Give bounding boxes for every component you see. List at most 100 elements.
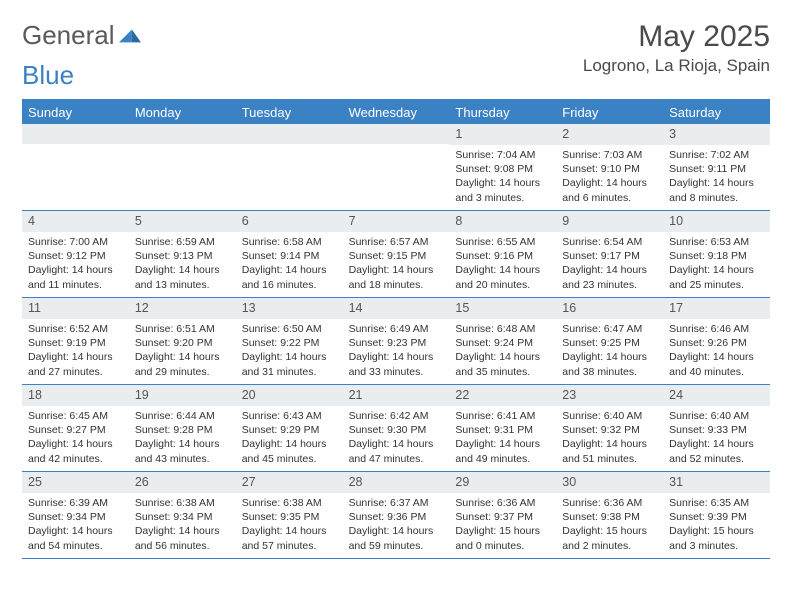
sunset-text: Sunset: 9:13 PM	[135, 249, 230, 263]
sunset-text: Sunset: 9:38 PM	[562, 510, 657, 524]
sunset-text: Sunset: 9:34 PM	[28, 510, 123, 524]
sunset-text: Sunset: 9:23 PM	[349, 336, 444, 350]
calendar-cell: 21Sunrise: 6:42 AMSunset: 9:30 PMDayligh…	[343, 385, 450, 471]
day-details: Sunrise: 6:39 AMSunset: 9:34 PMDaylight:…	[22, 493, 129, 557]
sunset-text: Sunset: 9:37 PM	[455, 510, 550, 524]
sunset-text: Sunset: 9:08 PM	[455, 162, 550, 176]
sunrise-text: Sunrise: 6:58 AM	[242, 235, 337, 249]
day-number: 13	[236, 298, 343, 319]
sunset-text: Sunset: 9:18 PM	[669, 249, 764, 263]
sunrise-text: Sunrise: 6:51 AM	[135, 322, 230, 336]
day-number: 4	[22, 211, 129, 232]
day-details: Sunrise: 6:35 AMSunset: 9:39 PMDaylight:…	[663, 493, 770, 557]
day-details: Sunrise: 6:40 AMSunset: 9:32 PMDaylight:…	[556, 406, 663, 470]
daylight-text: Daylight: 14 hours and 27 minutes.	[28, 350, 123, 378]
sunrise-text: Sunrise: 6:38 AM	[242, 496, 337, 510]
sunrise-text: Sunrise: 6:40 AM	[562, 409, 657, 423]
calendar-cell: 23Sunrise: 6:40 AMSunset: 9:32 PMDayligh…	[556, 385, 663, 471]
title-block: May 2025 Logrono, La Rioja, Spain	[583, 20, 770, 76]
day-details: Sunrise: 6:57 AMSunset: 9:15 PMDaylight:…	[343, 232, 450, 296]
sunset-text: Sunset: 9:19 PM	[28, 336, 123, 350]
daylight-text: Daylight: 15 hours and 2 minutes.	[562, 524, 657, 552]
location: Logrono, La Rioja, Spain	[583, 56, 770, 76]
sunset-text: Sunset: 9:32 PM	[562, 423, 657, 437]
day-number: 18	[22, 385, 129, 406]
sunrise-text: Sunrise: 6:43 AM	[242, 409, 337, 423]
sunrise-text: Sunrise: 6:39 AM	[28, 496, 123, 510]
day-details: Sunrise: 6:52 AMSunset: 9:19 PMDaylight:…	[22, 319, 129, 383]
sunrise-text: Sunrise: 6:36 AM	[562, 496, 657, 510]
sunrise-text: Sunrise: 6:47 AM	[562, 322, 657, 336]
day-number: 6	[236, 211, 343, 232]
sunset-text: Sunset: 9:33 PM	[669, 423, 764, 437]
day-number: 16	[556, 298, 663, 319]
calendar-cell	[236, 124, 343, 210]
calendar-cell: 22Sunrise: 6:41 AMSunset: 9:31 PMDayligh…	[449, 385, 556, 471]
sunrise-text: Sunrise: 7:03 AM	[562, 148, 657, 162]
daylight-text: Daylight: 14 hours and 49 minutes.	[455, 437, 550, 465]
day-number: 27	[236, 472, 343, 493]
daylight-text: Daylight: 14 hours and 25 minutes.	[669, 263, 764, 291]
day-details: Sunrise: 6:40 AMSunset: 9:33 PMDaylight:…	[663, 406, 770, 470]
calendar-cell: 24Sunrise: 6:40 AMSunset: 9:33 PMDayligh…	[663, 385, 770, 471]
day-number: 7	[343, 211, 450, 232]
day-number: 9	[556, 211, 663, 232]
calendar-cell: 31Sunrise: 6:35 AMSunset: 9:39 PMDayligh…	[663, 472, 770, 558]
day-details: Sunrise: 6:58 AMSunset: 9:14 PMDaylight:…	[236, 232, 343, 296]
day-number: 15	[449, 298, 556, 319]
day-details: Sunrise: 6:36 AMSunset: 9:38 PMDaylight:…	[556, 493, 663, 557]
sunrise-text: Sunrise: 6:54 AM	[562, 235, 657, 249]
sunset-text: Sunset: 9:39 PM	[669, 510, 764, 524]
daylight-text: Daylight: 14 hours and 20 minutes.	[455, 263, 550, 291]
day-header: Wednesday	[343, 101, 450, 124]
sunrise-text: Sunrise: 7:02 AM	[669, 148, 764, 162]
day-number	[343, 124, 450, 144]
daylight-text: Daylight: 14 hours and 38 minutes.	[562, 350, 657, 378]
calendar-week: 1Sunrise: 7:04 AMSunset: 9:08 PMDaylight…	[22, 124, 770, 211]
calendar-cell: 4Sunrise: 7:00 AMSunset: 9:12 PMDaylight…	[22, 211, 129, 297]
daylight-text: Daylight: 14 hours and 35 minutes.	[455, 350, 550, 378]
calendar-cell	[129, 124, 236, 210]
sunrise-text: Sunrise: 6:37 AM	[349, 496, 444, 510]
daylight-text: Daylight: 14 hours and 29 minutes.	[135, 350, 230, 378]
sunrise-text: Sunrise: 7:00 AM	[28, 235, 123, 249]
sunset-text: Sunset: 9:25 PM	[562, 336, 657, 350]
sunset-text: Sunset: 9:34 PM	[135, 510, 230, 524]
day-number: 26	[129, 472, 236, 493]
sunset-text: Sunset: 9:15 PM	[349, 249, 444, 263]
day-header: Sunday	[22, 101, 129, 124]
day-details: Sunrise: 6:36 AMSunset: 9:37 PMDaylight:…	[449, 493, 556, 557]
calendar-cell: 10Sunrise: 6:53 AMSunset: 9:18 PMDayligh…	[663, 211, 770, 297]
sunset-text: Sunset: 9:26 PM	[669, 336, 764, 350]
calendar-week: 4Sunrise: 7:00 AMSunset: 9:12 PMDaylight…	[22, 211, 770, 298]
day-details: Sunrise: 6:59 AMSunset: 9:13 PMDaylight:…	[129, 232, 236, 296]
calendar-cell: 5Sunrise: 6:59 AMSunset: 9:13 PMDaylight…	[129, 211, 236, 297]
daylight-text: Daylight: 14 hours and 3 minutes.	[455, 176, 550, 204]
sunset-text: Sunset: 9:11 PM	[669, 162, 764, 176]
calendar-cell: 30Sunrise: 6:36 AMSunset: 9:38 PMDayligh…	[556, 472, 663, 558]
sunrise-text: Sunrise: 6:48 AM	[455, 322, 550, 336]
calendar-cell: 19Sunrise: 6:44 AMSunset: 9:28 PMDayligh…	[129, 385, 236, 471]
daylight-text: Daylight: 14 hours and 23 minutes.	[562, 263, 657, 291]
sunrise-text: Sunrise: 6:53 AM	[669, 235, 764, 249]
sunrise-text: Sunrise: 6:57 AM	[349, 235, 444, 249]
sunset-text: Sunset: 9:30 PM	[349, 423, 444, 437]
brand-logo: General	[22, 20, 141, 51]
day-number: 29	[449, 472, 556, 493]
day-details: Sunrise: 6:50 AMSunset: 9:22 PMDaylight:…	[236, 319, 343, 383]
day-number: 1	[449, 124, 556, 145]
day-number: 11	[22, 298, 129, 319]
daylight-text: Daylight: 14 hours and 57 minutes.	[242, 524, 337, 552]
day-details: Sunrise: 6:49 AMSunset: 9:23 PMDaylight:…	[343, 319, 450, 383]
daylight-text: Daylight: 14 hours and 8 minutes.	[669, 176, 764, 204]
sunset-text: Sunset: 9:36 PM	[349, 510, 444, 524]
day-details: Sunrise: 6:46 AMSunset: 9:26 PMDaylight:…	[663, 319, 770, 383]
day-details: Sunrise: 7:03 AMSunset: 9:10 PMDaylight:…	[556, 145, 663, 209]
calendar-week: 18Sunrise: 6:45 AMSunset: 9:27 PMDayligh…	[22, 385, 770, 472]
day-details: Sunrise: 6:45 AMSunset: 9:27 PMDaylight:…	[22, 406, 129, 470]
day-details: Sunrise: 6:53 AMSunset: 9:18 PMDaylight:…	[663, 232, 770, 296]
calendar-cell: 16Sunrise: 6:47 AMSunset: 9:25 PMDayligh…	[556, 298, 663, 384]
sunset-text: Sunset: 9:31 PM	[455, 423, 550, 437]
daylight-text: Daylight: 14 hours and 33 minutes.	[349, 350, 444, 378]
day-details: Sunrise: 6:47 AMSunset: 9:25 PMDaylight:…	[556, 319, 663, 383]
